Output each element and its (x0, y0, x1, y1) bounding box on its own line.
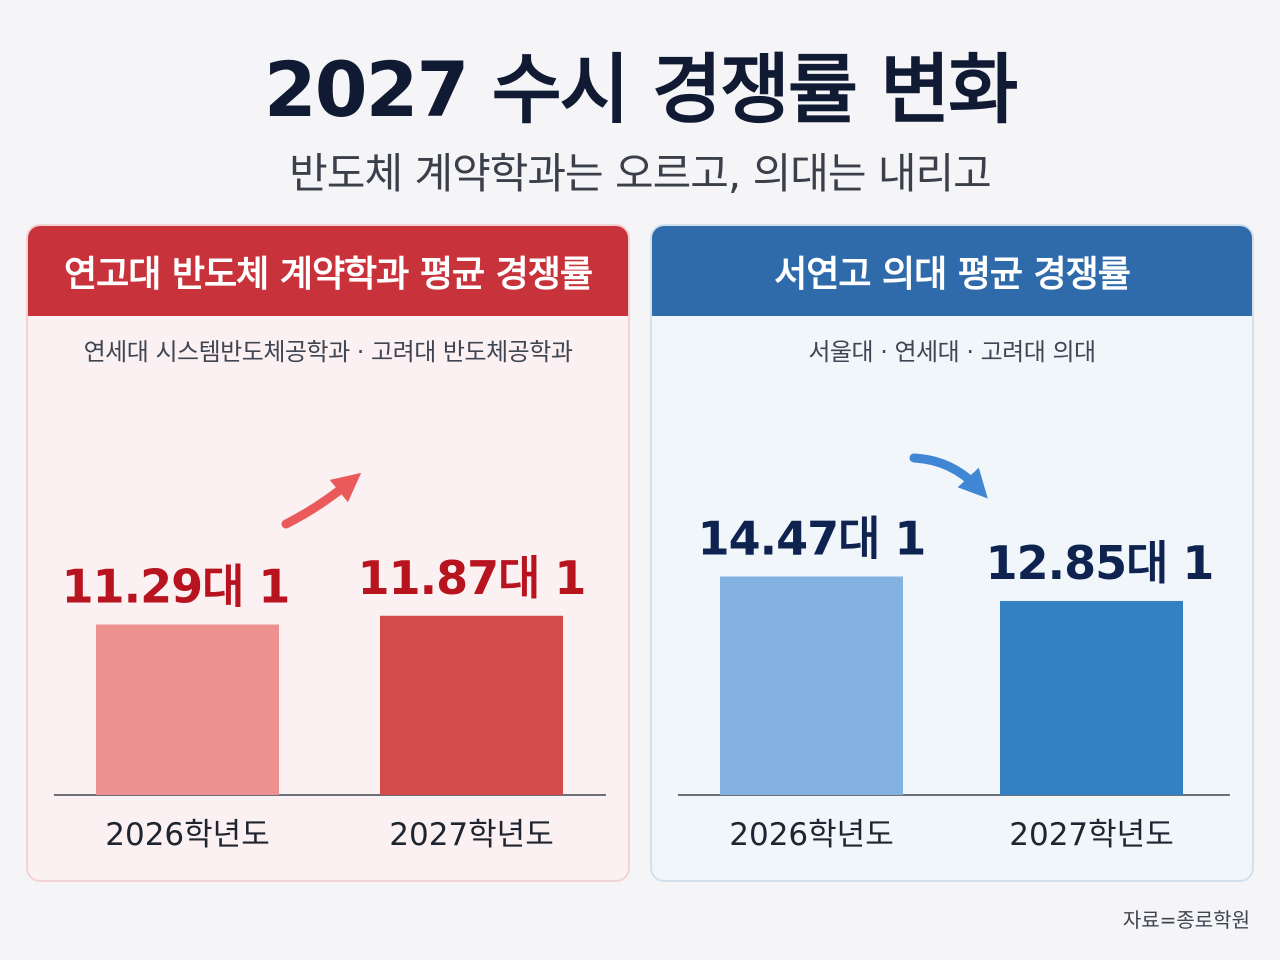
category-label-1: 2026학년도 (729, 817, 893, 853)
medical-panel: 서연고 의대 평균 경쟁률 서울대 · 연세대 · 고려대 의대 14.47대 … (650, 224, 1254, 882)
bar-value-label-1: 14.47대 1 (698, 512, 926, 566)
semiconductor-panel: 연고대 반도체 계약학과 평균 경쟁률 연세대 시스템반도체공학과 · 고려대 … (26, 224, 630, 882)
page-subtitle: 반도체 계약학과는 오르고, 의대는 내리고 (289, 149, 992, 198)
bar-value-label-1: 11.29대 1 (62, 560, 290, 614)
page-title: 2027 수시 경쟁률 변화 (263, 45, 1018, 134)
category-label-1: 2026학년도 (105, 817, 269, 853)
bar-value-label-2: 12.85대 1 (986, 536, 1214, 590)
trend-up-arrow-icon (281, 472, 362, 529)
bar-2 (1000, 600, 1183, 795)
category-label-2: 2027학년도 (1009, 817, 1173, 853)
medical-bar-chart: 14.47대 1 2026학년도 12.85대 1 2027학년도 (678, 453, 1230, 853)
semiconductor-panel-title: 연고대 반도체 계약학과 평균 경쟁률 (28, 226, 628, 316)
medical-panel-title: 서연고 의대 평균 경쟁률 (652, 226, 1252, 316)
source-note: 자료=종로학원 (1122, 908, 1250, 932)
trend-down-arrow-icon (909, 453, 988, 499)
medical-panel-subtitle: 서울대 · 연세대 · 고려대 의대 (808, 338, 1096, 366)
bar-1 (720, 576, 903, 795)
bar-1 (96, 624, 279, 795)
semiconductor-bar-chart: 11.29대 1 2026학년도 11.87대 1 2027학년도 (54, 472, 606, 853)
bar-2 (380, 615, 563, 795)
bar-value-label-2: 11.87대 1 (358, 551, 586, 605)
category-label-2: 2027학년도 (389, 817, 553, 853)
semiconductor-panel-subtitle: 연세대 시스템반도체공학과 · 고려대 반도체공학과 (83, 338, 573, 366)
